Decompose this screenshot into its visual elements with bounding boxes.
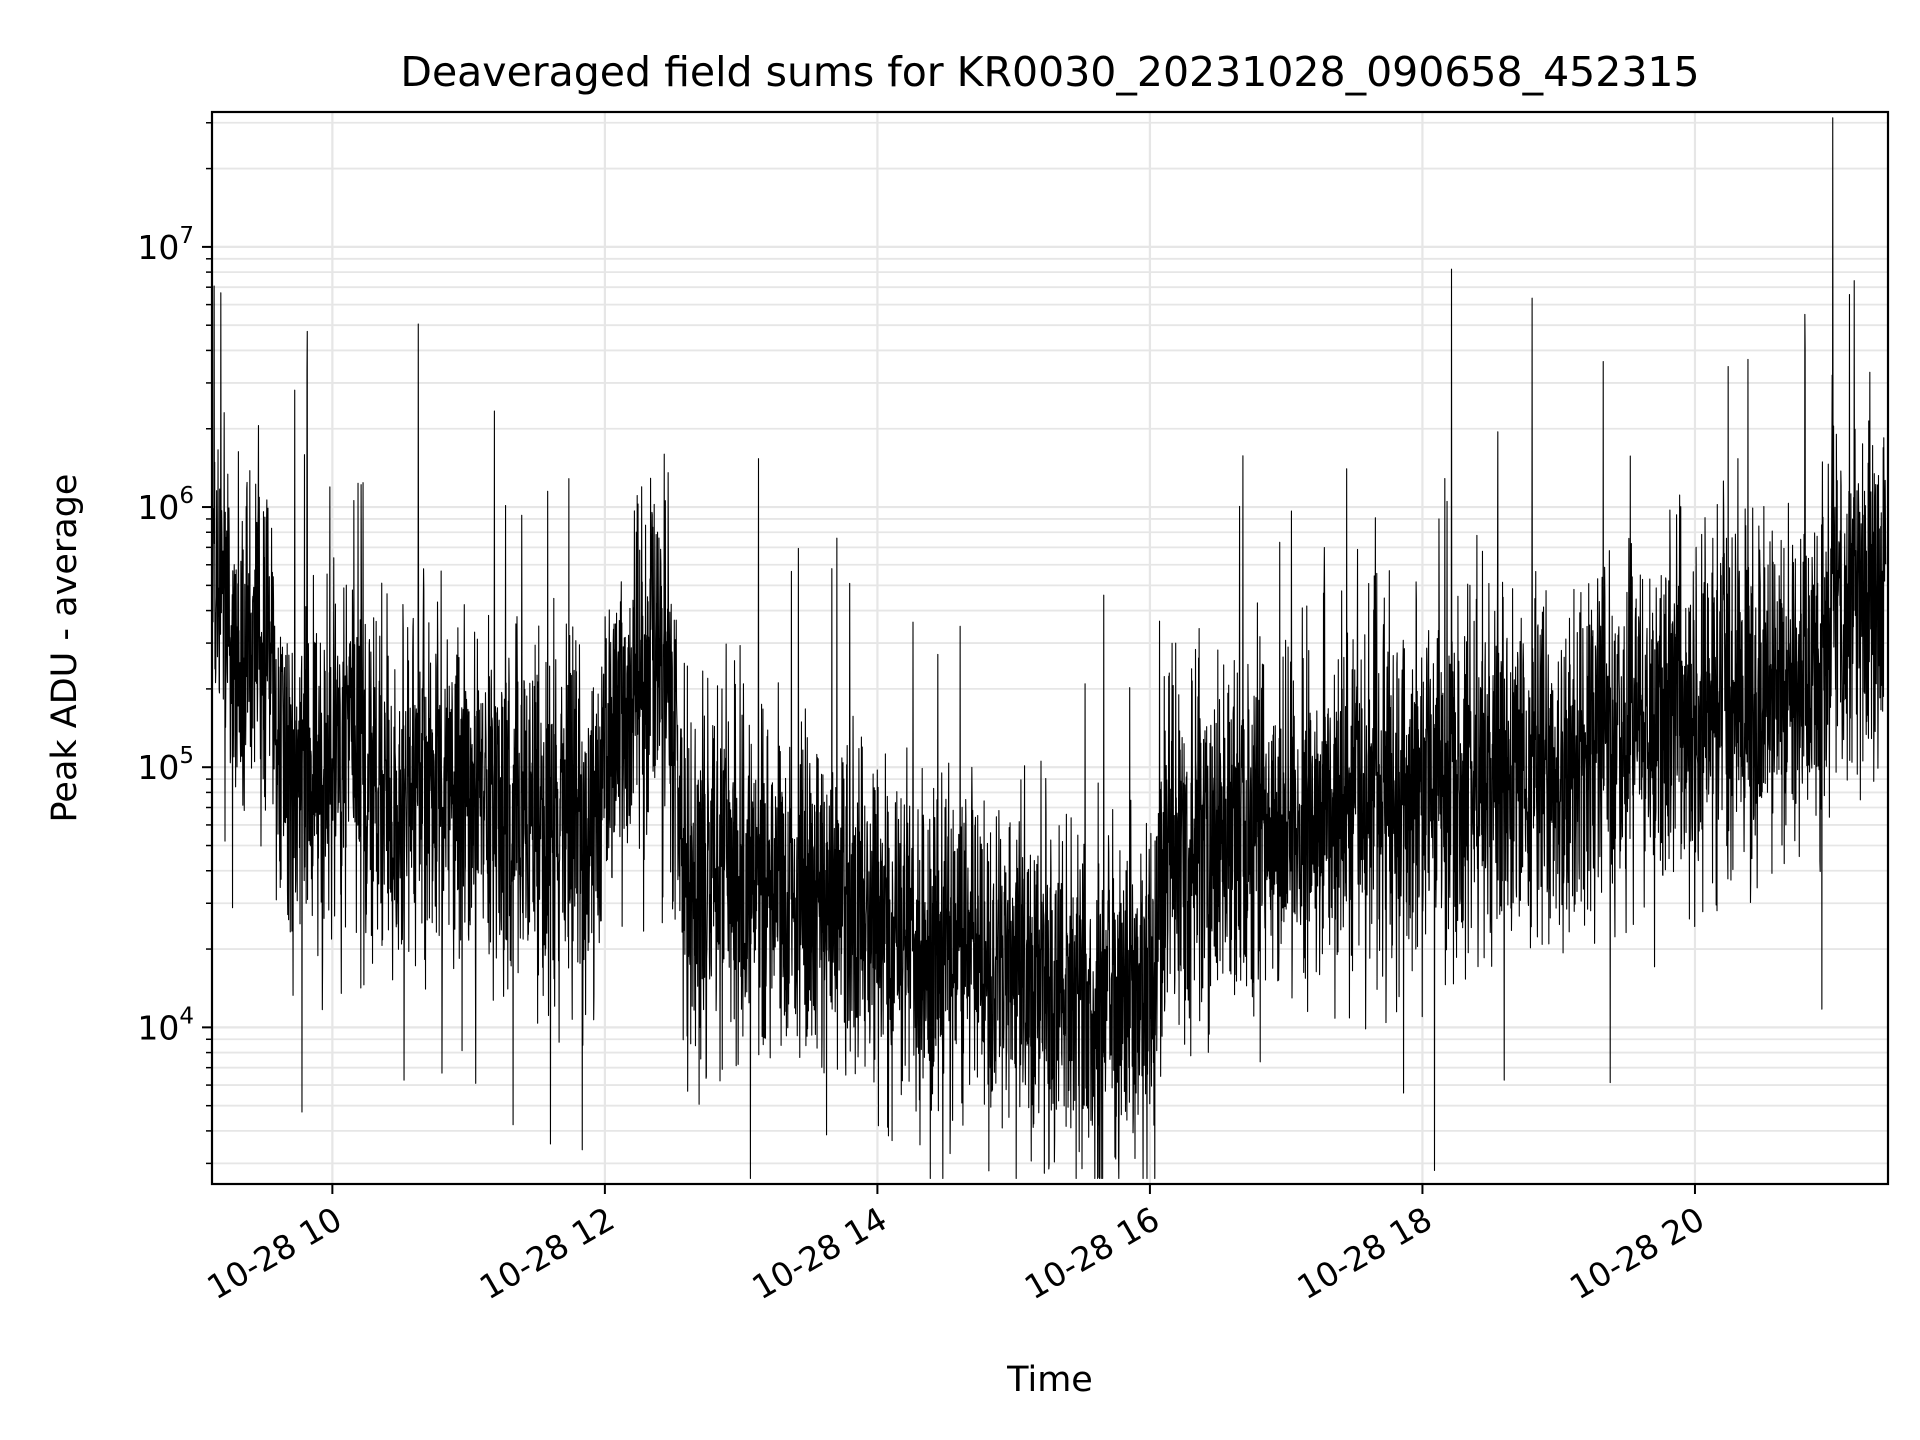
x-tick-label: 10-28 14 [745,1199,893,1307]
y-tick-label: 105 [137,743,194,787]
plot-frame [210,110,1890,1186]
x-axis-label: Time [1006,1360,1093,1400]
x-tick-label: 10-28 16 [1018,1199,1166,1307]
y-axis-label: Peak ADU - average [45,474,85,823]
x-tick-label: 10-28 18 [1290,1199,1438,1307]
series-line [211,117,1887,1180]
y-tick-label: 107 [137,223,194,267]
x-axis: 10-28 10 10-28 12 10-28 14 10-28 16 10-28 18… [200,1184,1711,1307]
chart-title: Deaveraged field sums for KR0030_2023102… [400,48,1699,96]
plot-area [211,117,1887,1180]
x-tick-label: 10-28 20 [1563,1199,1711,1307]
y-tick-label: 104 [137,1003,194,1047]
y-axis: 104 105 106 107 [137,122,212,1165]
y-tick-label: 106 [137,483,194,527]
x-tick-label: 10-28 10 [200,1199,348,1307]
x-tick-label: 10-28 12 [473,1199,621,1307]
